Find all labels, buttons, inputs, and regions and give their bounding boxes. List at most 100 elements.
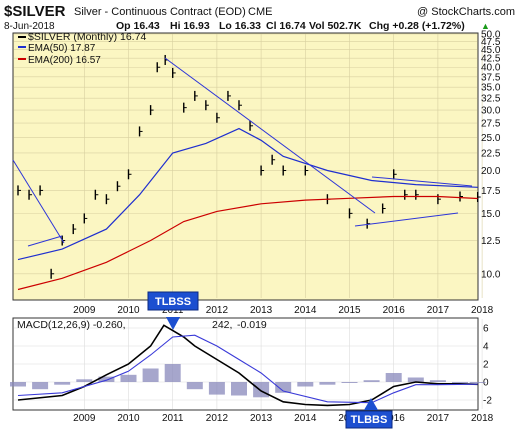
price-y-tick: 12.5 bbox=[481, 236, 501, 247]
price-y-tick: 40.0 bbox=[481, 63, 501, 74]
tlbbs-arrow-icon bbox=[364, 398, 378, 410]
price-date-labels: 2009201020112012201320142015201620172018 bbox=[73, 305, 493, 316]
macd-histogram-bar bbox=[142, 368, 159, 382]
macd-x-tick: 2009 bbox=[73, 413, 96, 424]
macd-date-labels: 2009201020112012201320142015201620172018 bbox=[73, 413, 493, 424]
macd-histogram bbox=[10, 364, 486, 398]
macd-series bbox=[10, 324, 486, 407]
macd-label: MACD(12,26,9) -0.260, bbox=[17, 319, 126, 331]
price-x-tick: 2010 bbox=[117, 305, 140, 316]
volume-value: Vol 502.7K bbox=[309, 20, 362, 32]
macd-histogram-bar bbox=[186, 382, 203, 390]
price-panel bbox=[12, 32, 479, 301]
macd-histogram-bar bbox=[253, 382, 270, 398]
price-y-tick: 35.0 bbox=[481, 83, 501, 94]
macd-histogram-bar bbox=[98, 376, 115, 382]
price-x-tick: 2018 bbox=[471, 305, 494, 316]
price-x-tick: 2014 bbox=[294, 305, 317, 316]
date-label: 8-Jun-2018 bbox=[4, 21, 55, 32]
macd-histogram-bar bbox=[363, 380, 380, 382]
macd-x-tick: 2011 bbox=[162, 413, 184, 424]
tlbss-box bbox=[147, 291, 199, 311]
macd-signal-line bbox=[17, 334, 478, 404]
price-x-tick: 2009 bbox=[73, 305, 96, 316]
macd-histogram-bar bbox=[407, 377, 424, 382]
macd-histogram-bar bbox=[341, 382, 358, 383]
macd-histogram-bar bbox=[297, 382, 314, 387]
macd-histogram-bar bbox=[319, 382, 336, 385]
macd-histogram-bar bbox=[275, 382, 292, 393]
price-y-tick: 47.5 bbox=[481, 37, 501, 48]
price-y-tick: 37.5 bbox=[481, 72, 501, 83]
high-value: Hi 16.93 bbox=[170, 20, 210, 32]
triangle-lower-line bbox=[354, 212, 459, 227]
legend-price-swatch bbox=[18, 36, 26, 38]
macd-histogram-bar bbox=[231, 382, 247, 396]
legend-price: $SILVER (Monthly) 16.74 bbox=[28, 31, 146, 43]
macd-histogram-bar bbox=[469, 382, 486, 383]
price-y-tick: 17.5 bbox=[481, 186, 501, 197]
downtrend-line bbox=[164, 57, 376, 214]
macd-axis-labels: 6 4 2 0 -2 bbox=[483, 324, 492, 407]
close-value: Cl 16.74 bbox=[266, 20, 306, 32]
price-x-tick: 2013 bbox=[250, 305, 273, 316]
price-x-tick: 2015 bbox=[338, 305, 361, 316]
open-value: Op 16.43 bbox=[116, 20, 160, 32]
macd-histogram-bar bbox=[32, 382, 49, 390]
triangle-upper-line bbox=[371, 176, 473, 187]
macd-x-tick: 2014 bbox=[294, 413, 317, 424]
symbol: $SILVER bbox=[4, 3, 66, 20]
price-x-tick: 2016 bbox=[383, 305, 406, 316]
price-y-tick: 45.0 bbox=[481, 45, 501, 56]
macd-y-tick: 6 bbox=[483, 324, 489, 335]
low-value: Lo 16.33 bbox=[219, 20, 261, 32]
price-y-tick: 32.5 bbox=[481, 94, 501, 105]
tlbbs-box bbox=[345, 410, 393, 429]
tlbss-annotation: TLBSS bbox=[147, 291, 199, 330]
macd-histogram-bar bbox=[76, 379, 93, 382]
price-y-tick: 42.5 bbox=[481, 54, 501, 65]
price-y-tick: 25.0 bbox=[481, 133, 501, 144]
price-y-tick: 10.0 bbox=[481, 269, 501, 280]
macd-signal-value: 242, bbox=[212, 319, 232, 331]
price-y-tick: 22.5 bbox=[481, 148, 501, 159]
change-value: Chg +0.28 (+1.72%) bbox=[369, 20, 465, 32]
macd-legend: MACD(12,26,9) -0.260, 242, -0.019 bbox=[17, 319, 267, 331]
price-y-tick: 15.0 bbox=[481, 209, 501, 220]
macd-histogram-bar bbox=[120, 374, 137, 382]
price-y-tick: 30.0 bbox=[481, 106, 501, 117]
price-y-tick: 20.0 bbox=[481, 166, 501, 177]
price-y-tick: 27.5 bbox=[481, 119, 501, 130]
trendline-2008-low bbox=[27, 235, 63, 247]
macd-x-tick: 2018 bbox=[471, 413, 494, 424]
macd-histogram-bar bbox=[385, 373, 402, 382]
tlbss-arrow-icon bbox=[166, 317, 180, 330]
macd-histogram-bar bbox=[164, 364, 181, 382]
price-axis-labels: 10.0 12.5 15.0 17.5 20.0 22.5 25.0 27.5 30.032.5… bbox=[481, 30, 501, 281]
ema200-line bbox=[17, 195, 478, 291]
macd-x-tick: 2010 bbox=[117, 413, 140, 424]
ema50-line bbox=[17, 127, 478, 261]
macd-y-tick: 0 bbox=[483, 378, 489, 389]
tlbbs-annotation: TLBBS bbox=[345, 398, 393, 429]
tlbbs-label: TLBBS bbox=[351, 414, 388, 426]
macd-histogram-bar bbox=[54, 382, 71, 385]
macd-histogram-value: -0.019 bbox=[237, 319, 267, 331]
price-bars bbox=[17, 54, 481, 279]
trendlines bbox=[12, 57, 473, 247]
macd-y-tick: 2 bbox=[483, 360, 489, 371]
macd-line bbox=[17, 324, 478, 407]
price-x-tick: 2017 bbox=[427, 305, 450, 316]
macd-histogram-bar bbox=[208, 382, 225, 395]
macd-histogram-bar bbox=[10, 382, 26, 387]
macd-x-tick: 2012 bbox=[206, 413, 229, 424]
trendline-2008-2009 bbox=[12, 159, 65, 244]
price-legend: $SILVER (Monthly) 16.74 EMA(50) 17.87 EM… bbox=[18, 31, 146, 66]
macd-x-tick: 2016 bbox=[383, 413, 406, 424]
macd-histogram-bar bbox=[429, 380, 446, 382]
legend-ema50: EMA(50) 17.87 bbox=[28, 43, 96, 54]
macd-x-tick: 2017 bbox=[427, 413, 450, 424]
price-y-tick: 50.0 bbox=[481, 30, 501, 41]
legend-ema200: EMA(200) 16.57 bbox=[28, 55, 101, 66]
